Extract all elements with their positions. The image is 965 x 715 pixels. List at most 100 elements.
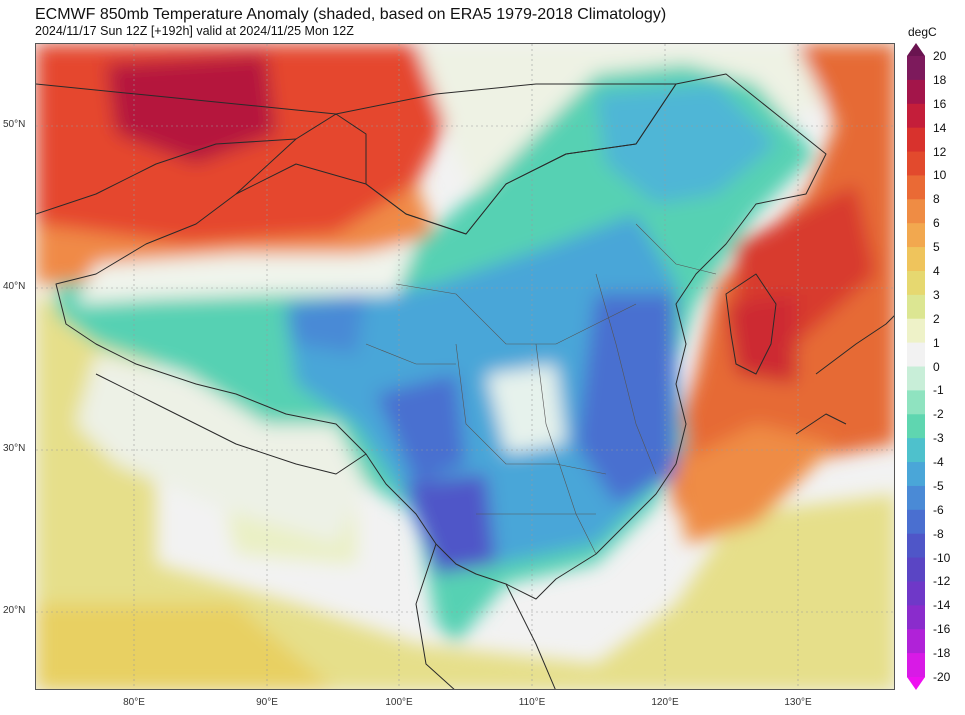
- north-china-cold-region: [596, 84, 776, 204]
- colorbar-label: 5: [933, 240, 940, 255]
- lon-label-90: 90°E: [256, 697, 278, 708]
- colorbar-segment: [907, 390, 925, 415]
- colorbar-label: 6: [933, 216, 940, 231]
- colorbar-label: 8: [933, 192, 940, 207]
- colorbar-segment: [907, 653, 925, 678]
- colorbar-segment: [907, 127, 925, 153]
- lon-label-120: 120°E: [651, 697, 679, 708]
- province-borders: [365, 223, 717, 555]
- china-outline: [55, 73, 827, 600]
- southeast-asia-border: [415, 543, 455, 689]
- colorbar-segment: [907, 533, 925, 559]
- colorbar-segment: [907, 247, 925, 272]
- southwest-yellow-patch: [36, 604, 334, 689]
- colorbar-segment: [907, 223, 925, 248]
- colorbar-segment: [907, 366, 925, 391]
- colorbar-segment: [907, 294, 925, 320]
- colorbar-label: -2: [933, 407, 944, 422]
- colorbar-segment: [907, 438, 925, 463]
- colorbar-segment: [907, 509, 925, 535]
- province-border-4: [595, 273, 657, 475]
- colorbar-label: -3: [933, 431, 944, 446]
- sichuan-deep-cold: [376, 374, 466, 484]
- lon-label-110: 110°E: [518, 697, 546, 708]
- colorbar-segment: [907, 629, 925, 654]
- tibet-neutral-region: [76, 354, 366, 544]
- colorbar-label: 3: [933, 287, 940, 302]
- colorbar: [907, 43, 925, 690]
- colorbar-label: -18: [933, 646, 951, 661]
- colorbar-label: 1: [933, 335, 940, 350]
- colorbar-label: 14: [933, 120, 947, 135]
- plateau-cold-patch: [286, 294, 366, 354]
- colorbar-segment: [907, 605, 925, 630]
- country-borders: [36, 73, 894, 689]
- lat-label-20: 20°N: [3, 605, 26, 616]
- colorbar-label: -12: [933, 574, 951, 589]
- colorbar-segment: [907, 414, 925, 439]
- colorbar-label: 16: [933, 96, 947, 111]
- korea-outline: [725, 273, 777, 375]
- colorbar-label: -1: [933, 383, 944, 398]
- colorbar-label: -14: [933, 598, 951, 613]
- colorbar-label: 2: [933, 311, 940, 326]
- lat-label-30: 30°N: [3, 443, 26, 454]
- colorbar-label: 0: [933, 359, 940, 374]
- colorbar-segment: [907, 270, 925, 296]
- colorbar-label: -8: [933, 526, 944, 541]
- indochina-border: [505, 583, 556, 689]
- japan-outline: [795, 315, 894, 435]
- colorbar-unit: degC: [908, 25, 937, 39]
- province-border-2: [455, 343, 607, 475]
- anomaly-shading: [36, 44, 894, 689]
- colorbar-segment: [907, 557, 925, 582]
- eastern-deep-cold: [576, 294, 676, 504]
- temperature-anomaly-map: [35, 43, 895, 690]
- colorbar-label: 20: [933, 49, 947, 63]
- lon-label-130: 130°E: [784, 697, 812, 708]
- colorbar-segment: [907, 103, 925, 129]
- colorbar-label: -10: [933, 550, 951, 565]
- colorbar-segment: [907, 318, 925, 344]
- map-subtitle: 2024/11/17 Sun 12Z [+192h] valid at 2024…: [35, 24, 354, 38]
- mongolia-border: [235, 83, 677, 235]
- lon-label-80: 80°E: [123, 697, 145, 708]
- xinjiang-neutral-band: [76, 244, 416, 304]
- colorbar-label: -6: [933, 502, 944, 517]
- province-border-7: [635, 223, 717, 275]
- yunnan-deep-cold: [406, 474, 496, 574]
- colorbar-label: -4: [933, 455, 944, 470]
- graticule: [36, 44, 894, 689]
- lat-label-50: 50°N: [3, 119, 26, 130]
- province-border-1: [395, 283, 637, 345]
- colorbar-segment: [907, 581, 925, 606]
- colorbar-segment: [907, 342, 925, 367]
- colorbar-segment: [907, 79, 925, 105]
- colorbar-label: 12: [933, 144, 947, 159]
- lon-label-100: 100°E: [385, 697, 413, 708]
- russia-border: [36, 83, 676, 115]
- colorbar-label: -16: [933, 622, 951, 637]
- himalaya-border: [95, 373, 367, 475]
- colorbar-label: -5: [933, 478, 944, 493]
- colorbar-segment: [907, 485, 925, 511]
- colorbar-extend-bottom: [907, 677, 925, 690]
- colorbar-label: -20: [933, 670, 951, 684]
- map-title: ECMWF 850mb Temperature Anomaly (shaded,…: [35, 6, 667, 23]
- central-neutral-pocket: [486, 364, 566, 454]
- colorbar-label: 4: [933, 263, 940, 278]
- colorbar-segment: [907, 56, 925, 81]
- northwest-hot-core: [106, 54, 276, 164]
- korea-hot-core: [726, 294, 796, 384]
- east-sea-orange: [676, 424, 836, 544]
- colorbar-segment: [907, 175, 925, 200]
- map-canvas: [36, 44, 894, 689]
- lat-label-40: 40°N: [3, 281, 26, 292]
- province-border-5: [365, 343, 456, 365]
- colorbar-extend-top: [907, 43, 925, 56]
- kazakhstan-border: [36, 138, 297, 215]
- colorbar-segment: [907, 199, 925, 224]
- central-cold-region: [286, 214, 676, 564]
- colorbar-label: 18: [933, 72, 947, 87]
- colorbar-segment: [907, 151, 925, 176]
